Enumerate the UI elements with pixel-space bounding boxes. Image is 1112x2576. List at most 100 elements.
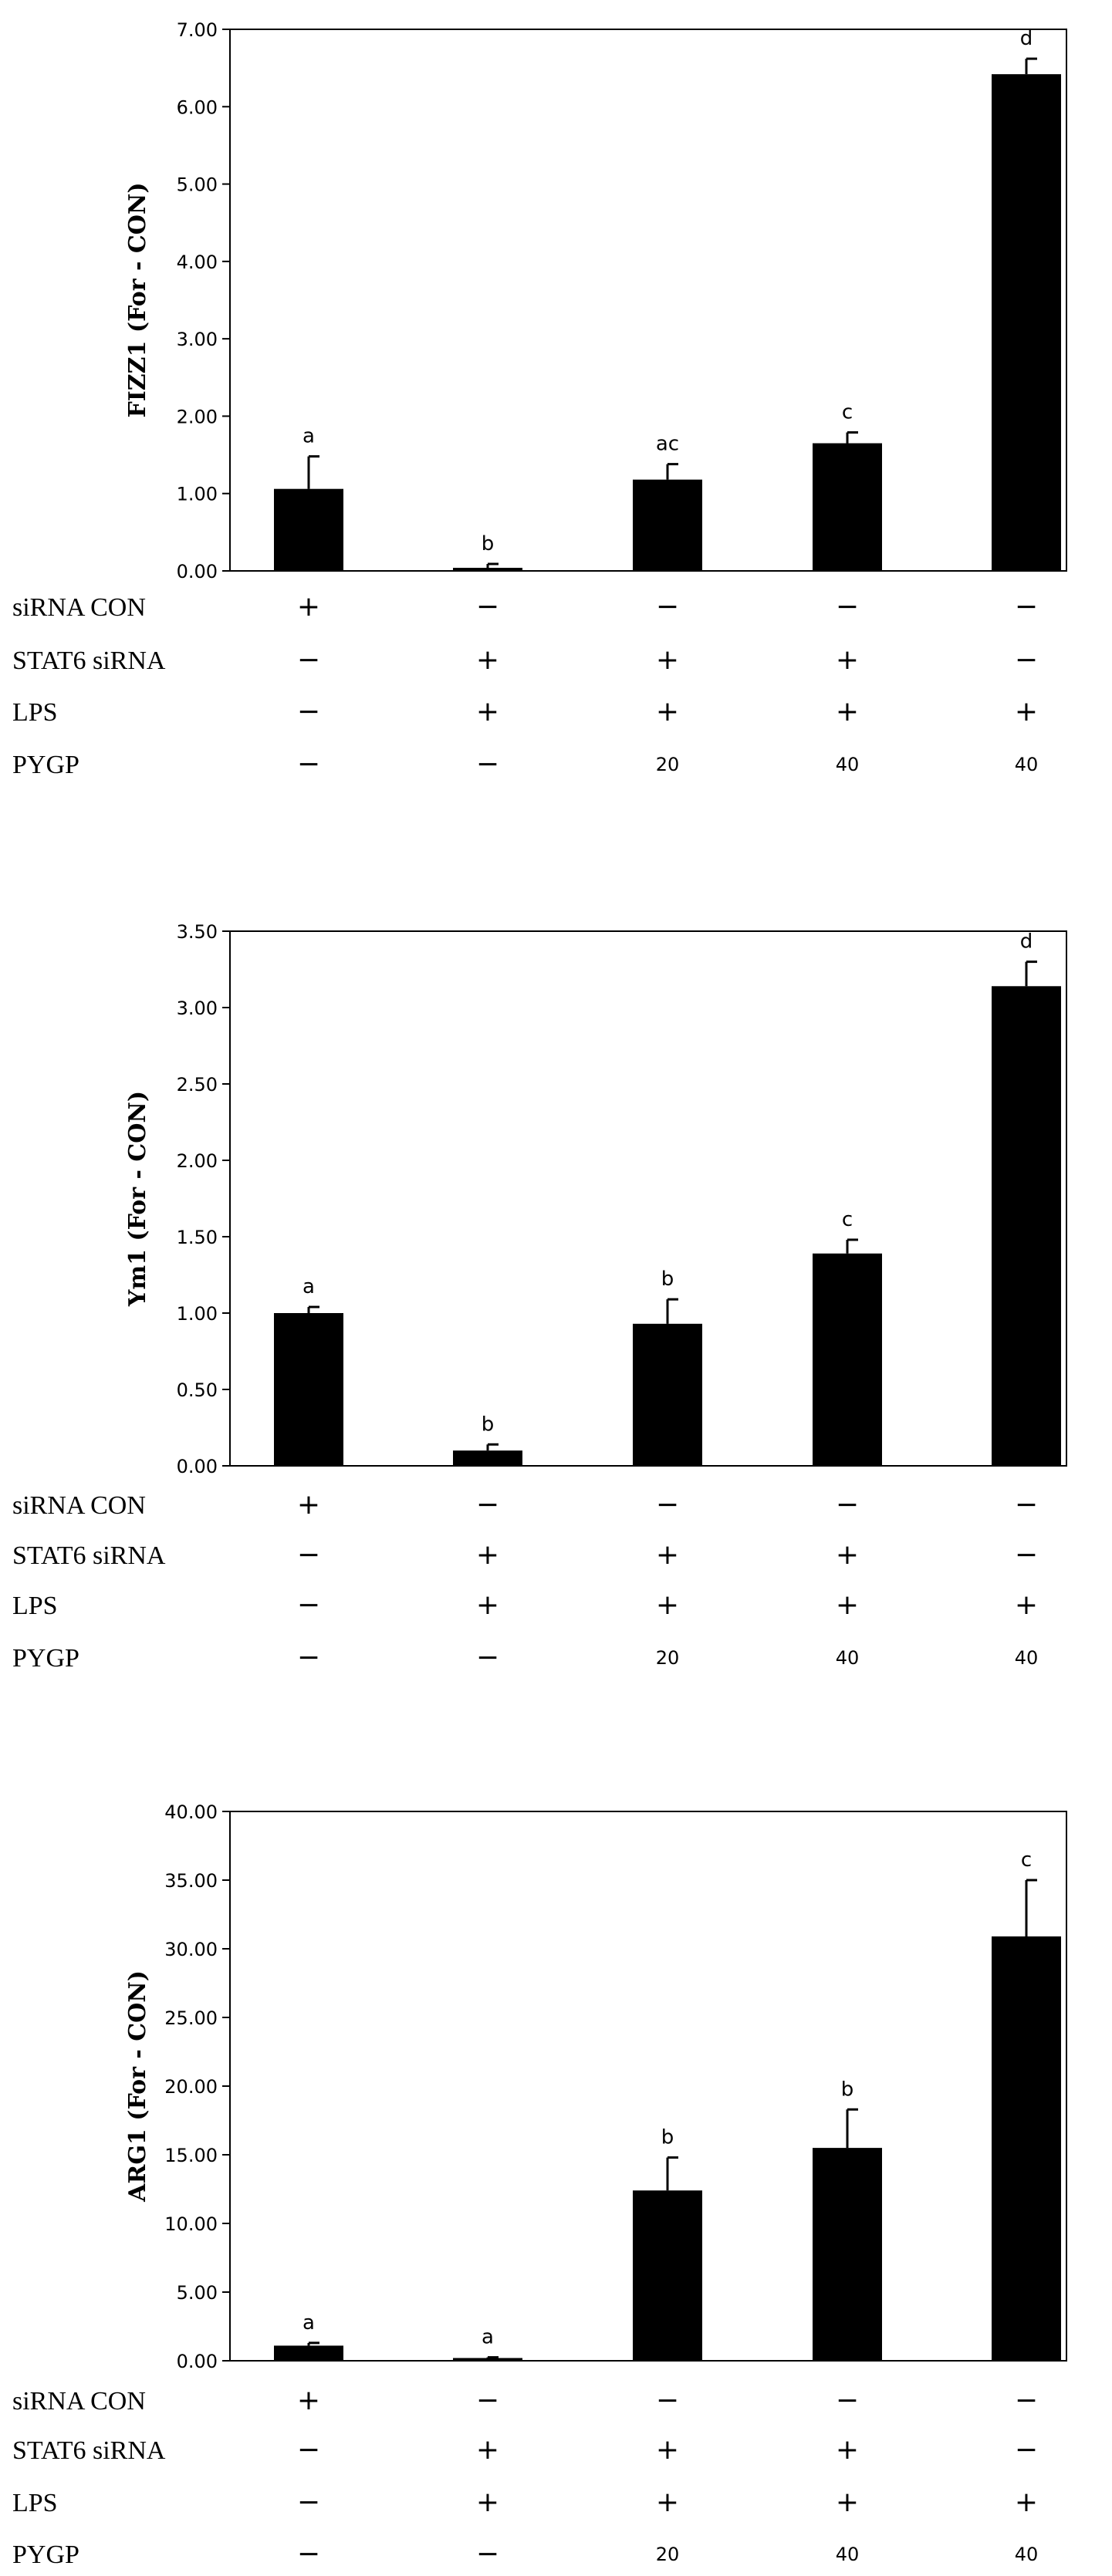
condition-cell: −	[1015, 644, 1038, 676]
condition-cell: +	[476, 644, 499, 676]
condition-cell: +	[836, 1539, 859, 1571]
condition-row-label: STAT6 siRNA	[12, 2436, 166, 2465]
condition-cell: −	[476, 591, 499, 623]
condition-cell: −	[297, 1589, 320, 1621]
bar	[813, 2148, 882, 2361]
ym1-chart-panel: 0.00 0.50 1.00 1.50 2.00 2.50 3.00 3.50 Ym1 (For…	[12, 921, 1067, 1673]
y-tick-label: 3.50	[177, 921, 218, 943]
significance-label: d	[1020, 27, 1033, 50]
condition-row-label: STAT6 siRNA	[12, 647, 166, 675]
condition-cell: +	[476, 696, 499, 728]
bar	[992, 74, 1061, 571]
y-tick-label: 3.00	[177, 998, 218, 1019]
significance-label: b	[482, 532, 495, 555]
bar	[453, 1450, 522, 1466]
y-tick-label: 10.00	[164, 2213, 218, 2235]
condition-cell: −	[476, 1489, 499, 1521]
y-tick-label: 40.00	[164, 1801, 218, 1823]
y-tick-label: 5.00	[177, 2282, 218, 2304]
condition-cell: −	[297, 644, 320, 676]
condition-cell: −	[1015, 2385, 1038, 2416]
condition-row-label: siRNA CON	[12, 1491, 146, 1520]
condition-row-label: PYGP	[12, 2541, 79, 2569]
bar	[633, 1323, 702, 1466]
condition-cell: 40	[836, 754, 860, 775]
bar	[633, 2190, 702, 2361]
condition-cell: 40	[836, 2544, 860, 2565]
condition-cell: −	[656, 591, 679, 623]
condition-cell: +	[656, 2487, 679, 2518]
significance-label: ac	[656, 433, 679, 456]
condition-cell: +	[1015, 2487, 1038, 2518]
condition-cell: +	[656, 644, 679, 676]
condition-cell: −	[297, 1642, 320, 1673]
condition-cell: −	[297, 696, 320, 728]
significance-label: c	[842, 400, 853, 424]
condition-row-label: siRNA CON	[12, 593, 146, 622]
y-tick-label: 3.00	[177, 329, 218, 350]
condition-cell: +	[656, 1589, 679, 1621]
condition-cell: +	[297, 591, 320, 623]
bar	[633, 479, 702, 571]
y-tick-label: 0.00	[177, 1456, 218, 1477]
y-tick-label: 6.00	[177, 96, 218, 118]
condition-cell: +	[836, 2434, 859, 2466]
condition-cell: +	[476, 1589, 499, 1621]
condition-row-label: LPS	[12, 2489, 58, 2517]
condition-cell: +	[836, 644, 859, 676]
condition-cell: −	[1015, 1489, 1038, 1521]
y-tick-label: 20.00	[164, 2076, 218, 2098]
condition-cell: +	[836, 1589, 859, 1621]
y-tick-label: 1.00	[177, 1303, 218, 1325]
condition-cell: −	[836, 591, 859, 623]
bar	[813, 1253, 882, 1466]
y-tick-label: 1.50	[177, 1227, 218, 1248]
bar	[453, 567, 522, 571]
bar	[992, 986, 1061, 1466]
condition-cell: +	[836, 696, 859, 728]
condition-cell: −	[656, 1489, 679, 1521]
condition-row-label: PYGP	[12, 751, 79, 779]
arg1-chart-panel: 0.00 5.00 10.00 15.00 20.00 25.00 30.00 35.00 40…	[12, 1801, 1067, 2570]
condition-cell: −	[476, 2385, 499, 2416]
condition-cell: −	[476, 2538, 499, 2570]
condition-cell: −	[297, 2487, 320, 2518]
y-tick-label: 0.00	[177, 2351, 218, 2372]
condition-row-label: PYGP	[12, 1644, 79, 1673]
condition-row-label: LPS	[12, 698, 58, 727]
condition-cell: +	[476, 2487, 499, 2518]
condition-cell: −	[1015, 591, 1038, 623]
condition-row-label: STAT6 siRNA	[12, 1541, 166, 1570]
condition-row-label: siRNA CON	[12, 2387, 146, 2416]
condition-cell: −	[476, 748, 499, 780]
condition-cell: −	[836, 2385, 859, 2416]
condition-cell: 40	[1015, 2544, 1039, 2565]
condition-cell: −	[297, 1539, 320, 1571]
y-tick-label: 0.50	[177, 1379, 218, 1401]
condition-cell: −	[297, 2538, 320, 2570]
condition-cell: −	[836, 1489, 859, 1521]
y-tick-label: 5.00	[177, 174, 218, 196]
condition-cell: +	[656, 1539, 679, 1571]
y-tick-label: 30.00	[164, 1939, 218, 1960]
condition-cell: 20	[656, 2544, 680, 2565]
y-tick-label: 25.00	[164, 2007, 218, 2029]
y-tick-label: 2.50	[177, 1074, 218, 1096]
condition-cell: +	[297, 2385, 320, 2416]
condition-cell: +	[1015, 696, 1038, 728]
y-tick-label: 2.00	[177, 1150, 218, 1172]
condition-cell: 40	[1015, 1647, 1039, 1669]
condition-cell: +	[656, 2434, 679, 2466]
condition-row-label: LPS	[12, 1592, 58, 1620]
condition-cell: +	[476, 1539, 499, 1571]
significance-label: c	[1021, 1848, 1032, 1872]
significance-label: a	[482, 2326, 494, 2349]
bar	[813, 443, 882, 571]
significance-label: b	[661, 1268, 674, 1291]
condition-cell: −	[297, 2434, 320, 2466]
condition-cell: −	[1015, 2434, 1038, 2466]
bar	[274, 1313, 343, 1466]
fizz1-chart-panel: 0.00 1.00 2.00 3.00 4.00 5.00 6.00 7.00 FIZZ1 (F…	[12, 19, 1067, 780]
significance-label: d	[1020, 930, 1033, 954]
